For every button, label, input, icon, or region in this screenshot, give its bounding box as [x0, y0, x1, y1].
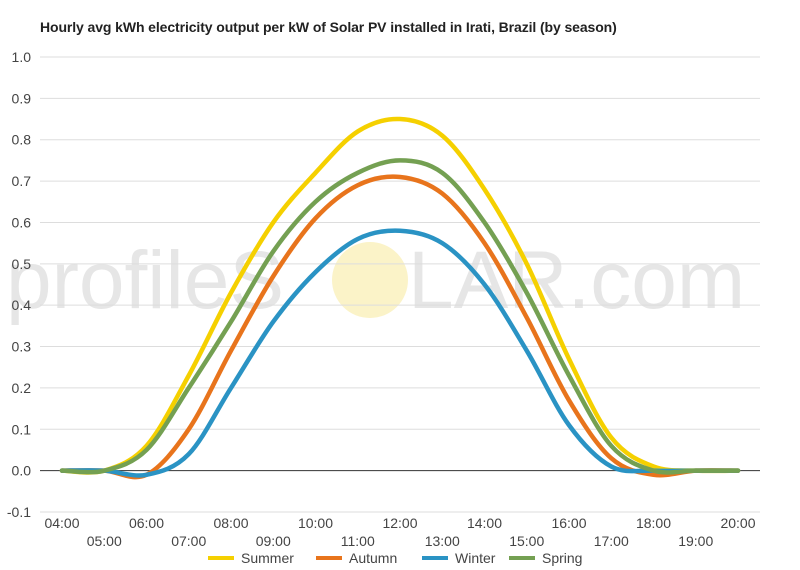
legend-label-autumn: Autumn — [349, 550, 397, 566]
y-tick-label: 1.0 — [12, 49, 32, 65]
x-tick-label: 10:00 — [298, 515, 333, 531]
x-tick-label: 17:00 — [594, 533, 629, 549]
x-tick-label: 15:00 — [509, 533, 544, 549]
watermark-sun-icon — [332, 242, 408, 318]
watermark-text-right: LAR.com — [408, 235, 745, 326]
y-tick-label: 0.5 — [12, 256, 32, 272]
y-tick-label: 0.6 — [12, 214, 32, 230]
y-tick-label: 0.7 — [12, 173, 32, 189]
y-tick-label: 0.0 — [12, 463, 32, 479]
x-tick-label: 14:00 — [467, 515, 502, 531]
chart-title: Hourly avg kWh electricity output per kW… — [40, 19, 617, 35]
y-tick-label: 0.2 — [12, 380, 32, 396]
x-tick-label: 18:00 — [636, 515, 671, 531]
y-axis-labels: 1.0 0.9 0.8 0.7 0.6 0.5 0.4 0.3 0.2 0.1 0.0 -0.1 — [7, 49, 31, 520]
x-tick-label: 09:00 — [256, 533, 291, 549]
y-tick-label: 0.3 — [12, 339, 32, 355]
series-lines — [59, 116, 741, 480]
watermark: profileS LAR.com — [6, 235, 745, 326]
y-tick-label: 0.9 — [12, 90, 32, 106]
x-axis-labels: 04:00 05:00 06:00 07:00 08:00 09:00 10:00 11:00… — [44, 515, 755, 549]
x-tick-label: 11:00 — [341, 533, 375, 549]
legend-label-summer: Summer — [241, 550, 294, 566]
x-tick-label: 16:00 — [551, 515, 586, 531]
series-line-spring — [59, 158, 741, 475]
series-line-summer — [59, 116, 741, 475]
legend: Summer Autumn Winter Spring — [208, 550, 582, 566]
series-line-autumn — [59, 174, 741, 480]
legend-label-spring: Spring — [542, 550, 582, 566]
x-tick-label: 19:00 — [678, 533, 713, 549]
x-tick-label: 12:00 — [382, 515, 417, 531]
y-tick-label: 0.1 — [12, 421, 32, 437]
y-tick-label: 0.8 — [12, 132, 32, 148]
series-line-winter — [59, 228, 741, 478]
x-tick-label: 05:00 — [87, 533, 122, 549]
legend-label-winter: Winter — [455, 550, 496, 566]
y-tick-label: 0.4 — [12, 297, 32, 313]
x-tick-label: 04:00 — [44, 515, 79, 531]
x-tick-label: 06:00 — [129, 515, 164, 531]
watermark-text-left: profileS — [6, 235, 284, 326]
x-tick-label: 13:00 — [425, 533, 460, 549]
x-tick-label: 07:00 — [171, 533, 206, 549]
x-tick-label: 08:00 — [213, 515, 248, 531]
x-tick-label: 20:00 — [720, 515, 755, 531]
y-tick-label: -0.1 — [7, 504, 31, 520]
